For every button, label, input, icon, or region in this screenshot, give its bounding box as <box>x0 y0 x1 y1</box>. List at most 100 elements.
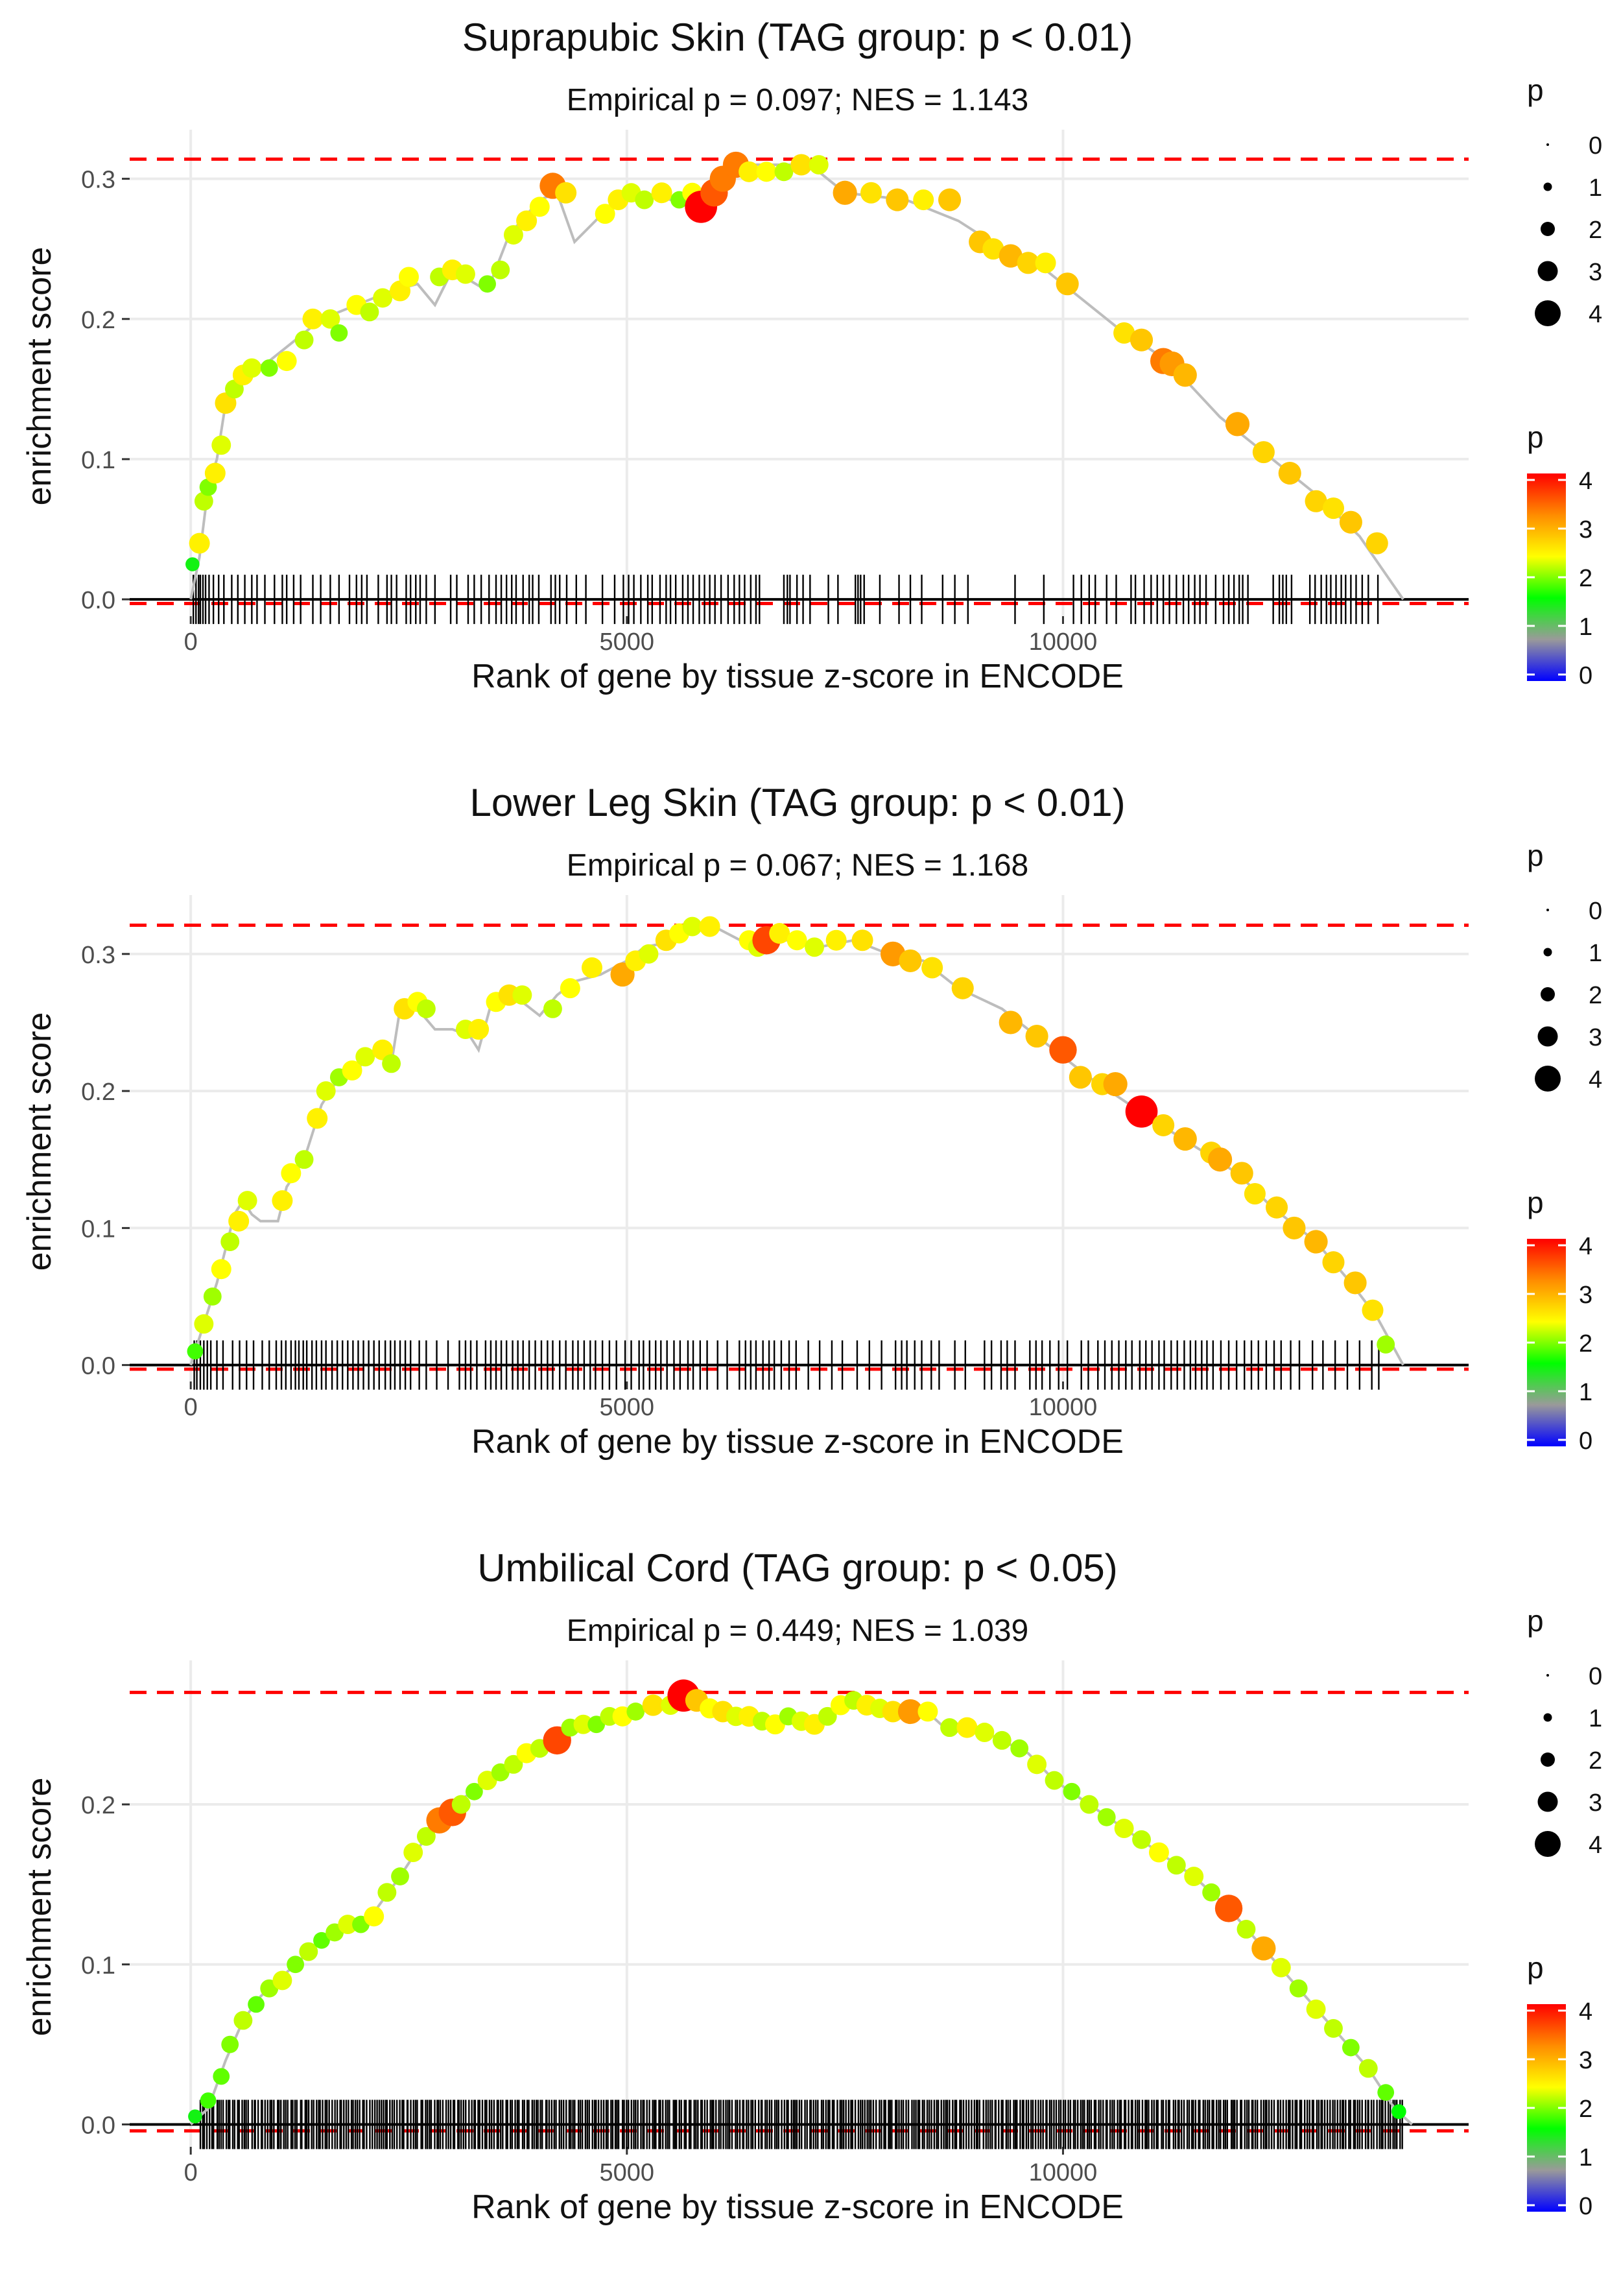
x-tick-label: 10000 <box>1029 2159 1098 2186</box>
gene-point <box>699 916 720 937</box>
gene-point <box>756 161 777 182</box>
size-legend-key <box>1541 987 1555 1001</box>
chart-lower-leg-skin: Lower Leg Skin (TAG group: p < 0.01) Emp… <box>21 781 1602 1461</box>
gene-point <box>1202 1883 1221 1902</box>
color-legend-label: 3 <box>1579 2047 1592 2074</box>
color-legend-label: 2 <box>1579 2096 1592 2123</box>
color-legend-title: p <box>1527 1951 1544 1985</box>
chart-umbilical-cord: Umbilical Cord (TAG group: p < 0.05) Emp… <box>21 1546 1602 2226</box>
gene-point <box>626 1703 645 1721</box>
gene-point <box>573 1714 593 1734</box>
gene-point <box>1097 1808 1116 1826</box>
y-tick-label: 0.0 <box>81 2112 115 2139</box>
gene-point <box>1214 1895 1243 1922</box>
es-curve <box>189 925 1404 1366</box>
chart-suprapubic-skin: Suprapubic Skin (TAG group: p < 0.01) Em… <box>21 16 1602 695</box>
gene-point <box>260 359 278 377</box>
size-legend-label: 1 <box>1589 1705 1602 1732</box>
size-legend-title: p <box>1527 1604 1544 1638</box>
chart-title: Lower Leg Skin (TAG group: p < 0.01) <box>469 781 1125 824</box>
gene-points <box>188 1679 1406 2123</box>
gene-point <box>287 1955 305 1974</box>
size-legend-key <box>1537 1791 1558 1812</box>
gene-point <box>1322 497 1345 520</box>
gene-point <box>373 288 393 308</box>
size-legend-title: p <box>1527 73 1544 107</box>
gene-point <box>1306 1999 1326 2019</box>
gene-point <box>1113 322 1135 344</box>
size-legend-key <box>1537 261 1558 281</box>
gene-point <box>913 189 934 211</box>
gene-point <box>938 188 962 211</box>
y-axis-label: enrichment score <box>21 247 58 506</box>
gene-point <box>294 1150 314 1169</box>
legend: p 0 1 2 3 4 p 4 3 2 1 0 <box>1527 839 1602 1455</box>
gene-point <box>825 929 847 951</box>
gene-point <box>651 182 672 204</box>
gene-point <box>1207 1147 1233 1172</box>
x-tick-label: 0 <box>184 2159 198 2186</box>
gene-point <box>999 244 1023 268</box>
size-legend-label: 3 <box>1589 1024 1602 1051</box>
gene-point <box>491 260 510 280</box>
x-tick-label: 5000 <box>600 2159 655 2186</box>
gene-point <box>338 1915 358 1935</box>
gene-point <box>642 1694 664 1716</box>
gene-point <box>1045 1771 1064 1790</box>
gene-point <box>465 1782 483 1800</box>
gene-points <box>185 151 1388 571</box>
gene-point <box>416 1826 436 1846</box>
size-legend-label: 4 <box>1589 301 1602 328</box>
gene-point <box>248 1996 265 2013</box>
panel-lower-leg-skin: Lower Leg Skin (TAG group: p < 0.01) Emp… <box>0 765 1621 1531</box>
panel-suprapubic-skin: Suprapubic Skin (TAG group: p < 0.01) Em… <box>0 0 1621 765</box>
gene-point <box>468 1019 490 1040</box>
gene-point <box>189 532 210 554</box>
color-legend-label: 0 <box>1579 1428 1592 1455</box>
size-legend-label: 2 <box>1589 1747 1602 1775</box>
gene-point <box>1251 1936 1276 1961</box>
chart-subtitle: Empirical p = 0.067; NES = 1.168 <box>567 848 1028 883</box>
gene-point <box>1278 461 1301 485</box>
gene-point <box>587 1716 606 1734</box>
gene-point <box>1305 490 1327 512</box>
gene-point <box>992 1730 1012 1750</box>
gene-point <box>1342 2039 1360 2057</box>
y-tick-label: 0.0 <box>81 1353 115 1380</box>
gene-point <box>1366 532 1388 555</box>
gene-point <box>203 1287 222 1306</box>
gene-point <box>769 923 790 944</box>
gene-point <box>739 161 760 182</box>
size-legend-label: 3 <box>1589 259 1602 286</box>
y-tick-label: 0.2 <box>81 1079 115 1106</box>
gene-point <box>307 1108 328 1129</box>
gene-point <box>560 978 580 999</box>
gene-point <box>194 1314 214 1334</box>
gene-point <box>194 492 213 511</box>
gene-point <box>1377 2084 1395 2101</box>
gene-point <box>956 1717 978 1738</box>
size-legend-label: 1 <box>1589 174 1602 202</box>
gene-point <box>529 197 550 217</box>
gene-point <box>382 1054 401 1073</box>
size-legend-key <box>1543 1713 1552 1722</box>
color-legend-label: 0 <box>1579 662 1592 689</box>
gene-point <box>187 1343 204 1359</box>
gene-point <box>921 957 943 979</box>
gene-point <box>1173 363 1197 387</box>
legend: p 0 1 2 3 4 p 4 3 2 1 0 <box>1527 73 1602 689</box>
size-legend-key <box>1535 1831 1561 1857</box>
size-legend-key <box>1535 1066 1561 1092</box>
gene-point <box>833 180 857 205</box>
color-legend-label: 4 <box>1579 468 1592 495</box>
gene-point <box>818 1706 837 1726</box>
gene-point <box>364 1906 385 1927</box>
size-legend-label: 0 <box>1589 132 1602 160</box>
gene-point <box>635 190 654 209</box>
gene-point <box>1027 1754 1047 1775</box>
gene-point <box>1362 1299 1384 1321</box>
gene-point <box>774 162 794 182</box>
gene-point <box>809 155 829 174</box>
size-legend-label: 2 <box>1589 982 1602 1009</box>
x-tick-label: 0 <box>184 1394 198 1421</box>
